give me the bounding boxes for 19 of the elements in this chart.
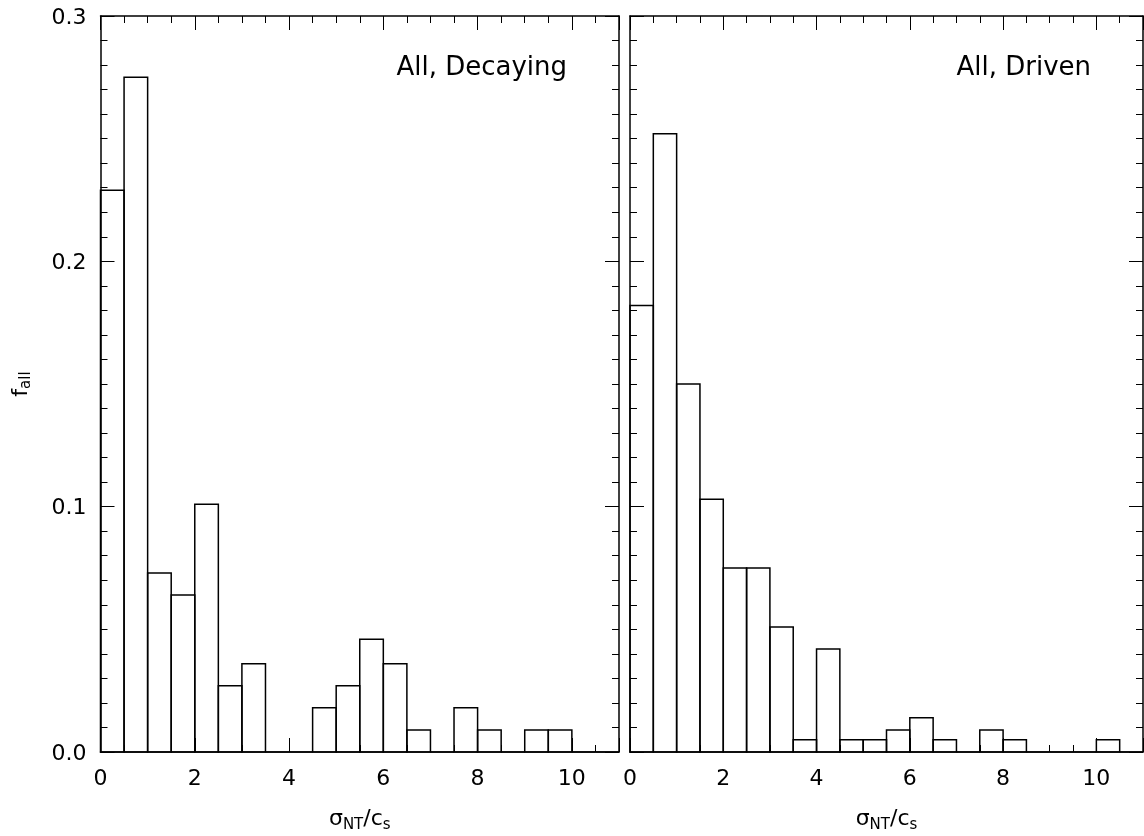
y-tick-label: 0.0	[51, 739, 87, 765]
x-tick-label: 2	[187, 764, 202, 790]
y-tick-label: 0.1	[51, 494, 87, 520]
x-tick-label: 8	[996, 764, 1011, 790]
x-tick-label: 2	[716, 764, 731, 790]
y-axis-title: fall	[6, 371, 34, 397]
x-tick-label: 6	[902, 764, 917, 790]
text: All, Decaying	[396, 51, 568, 81]
text: All, Driven	[956, 51, 1091, 81]
x-tick-label: 0	[623, 764, 637, 790]
y-tick-label: 0.3	[51, 3, 87, 29]
x-tick-label: 0	[93, 764, 108, 790]
x-tick-label: 4	[282, 764, 297, 790]
x-tick-label: 10	[557, 764, 586, 790]
x-tick-label: 6	[376, 764, 391, 790]
x-tick-label: 4	[809, 764, 824, 790]
y-tick-label: 0.2	[51, 248, 87, 274]
x-tick-label: 10	[1082, 764, 1111, 790]
x-tick-label: 8	[470, 764, 485, 790]
